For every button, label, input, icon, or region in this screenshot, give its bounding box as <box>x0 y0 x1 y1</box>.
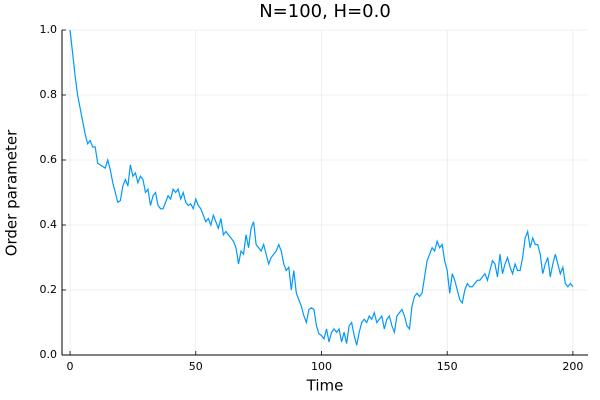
y-tick-label: 0.8 <box>40 88 58 101</box>
x-tick-label: 100 <box>311 360 332 373</box>
y-tick-label: 1.0 <box>40 23 58 36</box>
x-axis-label: Time <box>306 377 344 395</box>
y-tick-label: 0.2 <box>40 283 58 296</box>
data-line <box>69 29 574 346</box>
y-tick-label: 0.6 <box>40 153 58 166</box>
y-tick-label: 0.0 <box>40 348 58 361</box>
x-tick-label: 150 <box>437 360 458 373</box>
x-tick-label: 50 <box>189 360 203 373</box>
x-tick-label: 0 <box>67 360 74 373</box>
y-axis-label: Order parameter <box>3 129 21 256</box>
x-tick-label: 200 <box>562 360 583 373</box>
chart-title: N=100, H=0.0 <box>259 1 391 22</box>
y-tick-label: 0.4 <box>40 218 58 231</box>
